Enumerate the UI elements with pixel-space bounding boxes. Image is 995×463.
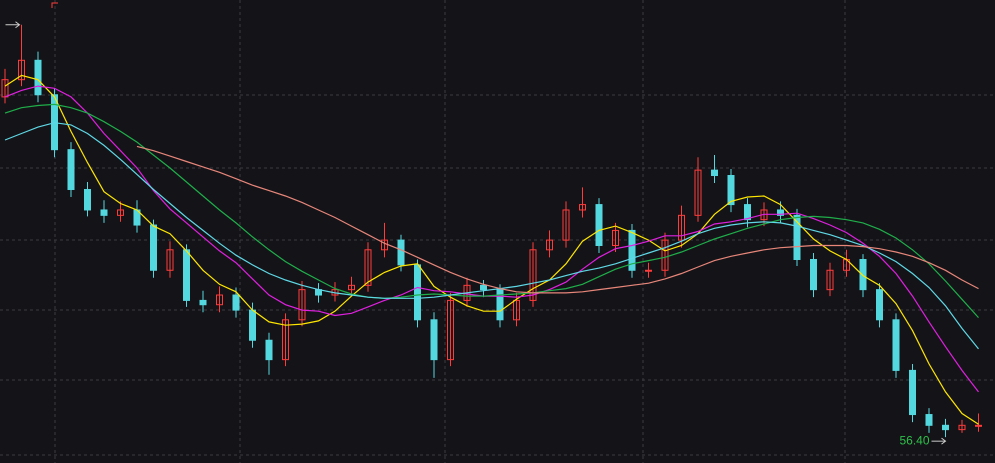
low-label: 56.40 <box>899 433 929 447</box>
candle-body <box>348 284 355 291</box>
candle-body <box>958 424 966 431</box>
candle-body <box>711 169 718 177</box>
candle-body <box>216 294 223 306</box>
moving-average-line <box>136 145 979 294</box>
candle-body <box>397 239 405 266</box>
candle-body <box>892 319 900 371</box>
candle-body <box>496 289 504 321</box>
candle-body <box>529 249 537 301</box>
candle-body <box>364 249 372 286</box>
candle-body <box>100 209 108 216</box>
candle-body <box>810 258 817 291</box>
candle-body <box>513 299 520 321</box>
candle-body <box>678 214 685 241</box>
candle-body <box>579 204 586 211</box>
candle-body <box>34 59 42 96</box>
candle-body <box>414 264 421 321</box>
moving-average-line <box>4 122 979 350</box>
candle-body <box>595 204 603 246</box>
candle-body <box>183 249 190 301</box>
candle-body <box>480 284 487 291</box>
corner-marker <box>51 2 58 8</box>
candle-body <box>744 204 751 221</box>
candle-body <box>925 414 933 426</box>
high-arrow <box>5 21 21 29</box>
candles <box>1 24 982 438</box>
candle-body <box>117 209 124 216</box>
candle-body <box>298 289 306 321</box>
candle-body <box>793 214 801 260</box>
candle-body <box>546 239 553 251</box>
candle-body <box>282 319 289 361</box>
candle-body <box>859 258 867 291</box>
candle-body <box>166 249 174 271</box>
candle-body <box>876 289 883 321</box>
moving-average-line <box>4 103 979 319</box>
candle-body <box>942 424 949 431</box>
candle-body <box>150 224 157 271</box>
candle-body <box>447 299 454 361</box>
candle-body <box>694 169 702 216</box>
candle-body <box>628 229 636 271</box>
candle-body <box>265 339 273 361</box>
candle-body <box>84 189 91 211</box>
candle-body <box>612 229 619 246</box>
candle-body <box>661 239 669 271</box>
candle-body <box>975 424 982 427</box>
candle-body <box>1 79 9 98</box>
candle-body <box>249 309 256 341</box>
candle-body <box>909 369 916 416</box>
candle-body <box>67 149 75 191</box>
moving-average-line <box>4 74 979 425</box>
candle-body <box>562 209 570 241</box>
candle-body <box>727 175 735 206</box>
candle-body <box>232 294 240 311</box>
low-arrow-head <box>941 437 947 445</box>
candle-body <box>199 299 207 306</box>
candle-body <box>430 319 438 361</box>
candle-body <box>18 59 25 81</box>
candle-body <box>645 269 652 272</box>
candle-body <box>777 209 784 216</box>
candle-body <box>826 269 834 291</box>
